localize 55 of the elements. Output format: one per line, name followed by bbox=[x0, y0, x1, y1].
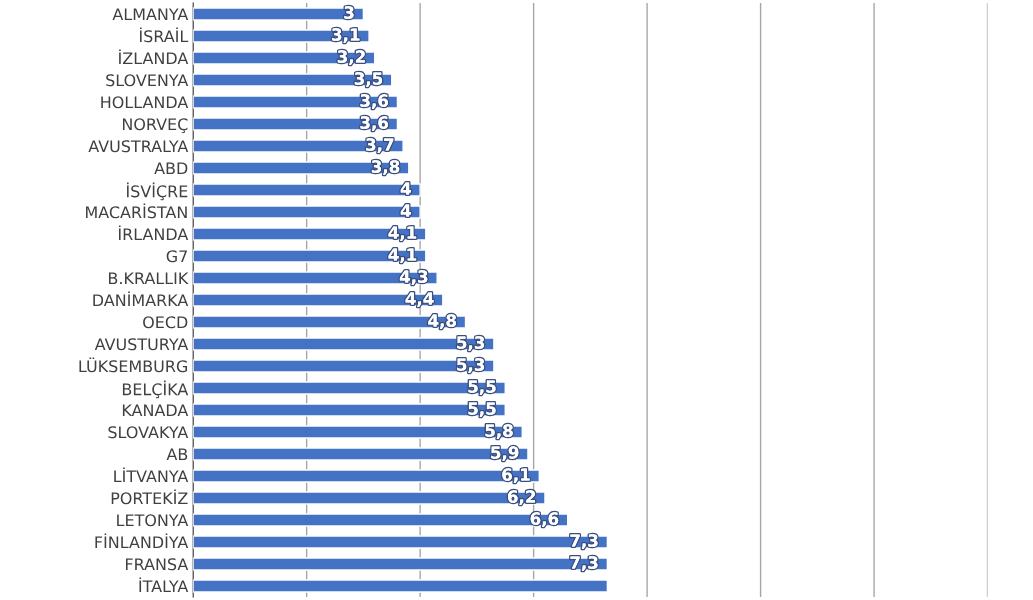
bar bbox=[193, 249, 427, 263]
y-tick-label: HOLLANDA bbox=[101, 96, 189, 109]
y-tick-label: ALMANYA bbox=[112, 8, 189, 21]
y-tick-label: LETONYA bbox=[117, 514, 189, 527]
bar bbox=[193, 293, 444, 307]
y-tick-label: İRLANDA bbox=[118, 225, 189, 241]
y-tick-label: DANİMARKA bbox=[93, 291, 189, 307]
bar bbox=[193, 425, 523, 439]
bar bbox=[193, 205, 421, 219]
y-tick-label: İZLANDA bbox=[119, 49, 189, 65]
bar bbox=[193, 315, 467, 329]
y-tick-label: KANADA bbox=[122, 404, 189, 417]
y-tick-label: NORVEÇ bbox=[122, 118, 188, 134]
bar bbox=[193, 271, 438, 285]
bar bbox=[193, 491, 546, 505]
y-tick-label: FİNLANDİYA bbox=[95, 533, 189, 549]
bar bbox=[193, 227, 427, 241]
y-tick-label: OECD bbox=[143, 316, 188, 329]
bar bbox=[193, 469, 540, 483]
y-tick-label: İSRAİL bbox=[140, 27, 189, 43]
bar bbox=[193, 7, 365, 21]
bar bbox=[193, 161, 410, 175]
bar bbox=[193, 359, 495, 373]
data-label: 4,4 bbox=[405, 292, 434, 307]
y-tick-label: LİTVANYA bbox=[114, 467, 189, 483]
bar bbox=[193, 513, 569, 527]
bar bbox=[193, 95, 399, 109]
y-tick-label: İSVİÇRE bbox=[127, 182, 188, 201]
bar bbox=[193, 183, 421, 197]
bar bbox=[193, 579, 609, 593]
y-tick-label: B.KRALLIK bbox=[109, 272, 189, 285]
y-tick-label: AB bbox=[166, 448, 188, 461]
bar bbox=[193, 447, 529, 461]
bar bbox=[193, 337, 495, 351]
y-tick-label: AVUSTRALYA bbox=[88, 140, 189, 153]
bar bbox=[193, 51, 376, 65]
bar bbox=[193, 29, 370, 43]
y-tick-label: İTALYA bbox=[139, 577, 189, 593]
bar bbox=[193, 73, 393, 87]
y-tick-label: LÜKSEMBURG bbox=[79, 357, 187, 373]
y-tick-label: FRANSA bbox=[125, 558, 189, 571]
y-tick-label: BELÇİKA bbox=[122, 380, 189, 399]
bar bbox=[193, 535, 609, 549]
y-tick-label: SLOVENYA bbox=[106, 74, 189, 87]
bar bbox=[193, 139, 404, 153]
y-tick-label: AVUSTURYA bbox=[94, 338, 189, 351]
bar bbox=[193, 403, 506, 417]
y-tick-label: ABD bbox=[154, 162, 188, 175]
bar bbox=[193, 557, 609, 571]
y-tick-label: PORTEKİZ bbox=[111, 489, 188, 505]
bar bbox=[193, 381, 506, 395]
y-tick-label: MACARİSTAN bbox=[86, 203, 187, 219]
y-tick-label: G7 bbox=[166, 250, 187, 263]
bar bbox=[193, 117, 399, 131]
y-tick-label: SLOVAKYA bbox=[108, 426, 189, 439]
